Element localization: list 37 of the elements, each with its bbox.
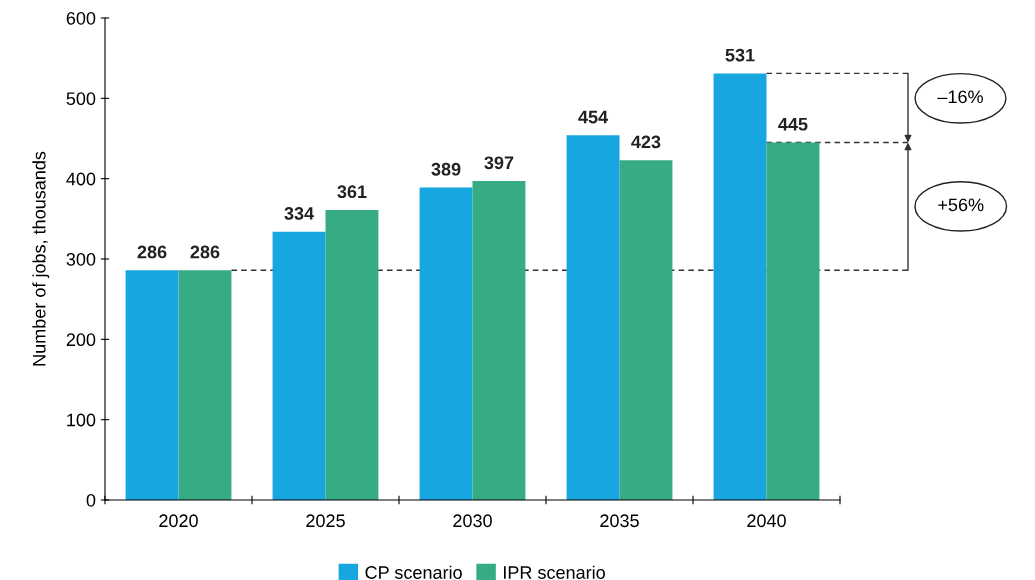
data-label: 286 — [190, 245, 220, 259]
x-tick-label: 2020 — [159, 514, 198, 528]
bar — [125, 270, 179, 500]
y-tick-label: 600 — [66, 11, 96, 25]
y-tick-label: 200 — [66, 333, 96, 347]
bar — [325, 210, 379, 500]
x-tick-label: 2025 — [306, 514, 345, 528]
data-label: 286 — [137, 245, 167, 259]
data-label: 397 — [484, 156, 514, 170]
legend-label: CP scenario — [365, 565, 462, 579]
bar — [419, 187, 473, 500]
bar — [272, 231, 326, 500]
data-label: 389 — [431, 162, 461, 176]
data-label: 334 — [284, 207, 315, 220]
y-tick-label: 400 — [66, 172, 96, 186]
legend-label: IPR scenario — [504, 565, 605, 579]
bar — [619, 160, 673, 500]
data-label: 531 — [725, 48, 755, 62]
x-tick-label: 2040 — [747, 514, 786, 528]
bar — [472, 181, 526, 500]
bar — [566, 135, 620, 500]
text: +56% — [938, 198, 984, 212]
x-tick-label: 2030 — [453, 514, 492, 528]
y-tick-label: 300 — [66, 252, 96, 266]
y-tick-label: 500 — [66, 92, 96, 106]
y-tick-label: 0 — [86, 493, 96, 507]
bar — [178, 270, 232, 500]
y-axis-title: Number of jobs, thousands — [32, 151, 50, 366]
data-label: 445 — [778, 118, 808, 131]
bar — [766, 142, 820, 500]
bar — [713, 73, 767, 500]
x-tick-label: 2035 — [600, 514, 639, 528]
data-label: 423 — [631, 135, 661, 149]
data-label: 454 — [578, 110, 609, 124]
text: –16% — [937, 90, 983, 104]
y-tick-label: 100 — [67, 413, 96, 427]
data-label: 361 — [337, 185, 367, 199]
